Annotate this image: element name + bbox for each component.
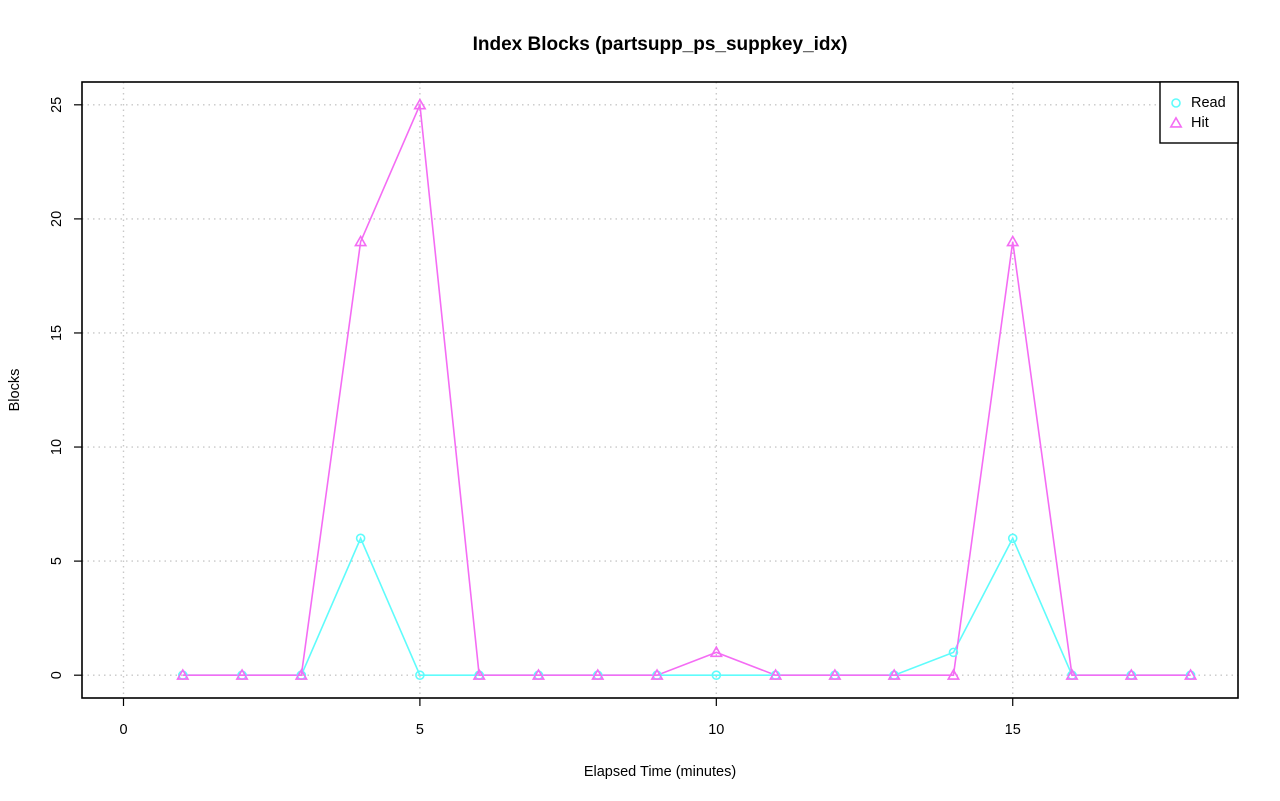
y-tick-label: 15 <box>49 325 65 341</box>
y-axis-label: Blocks <box>7 369 23 412</box>
y-tick-label: 0 <box>49 671 65 679</box>
series-line-read <box>182 536 1191 676</box>
data-point-read <box>948 647 959 658</box>
y-tick-label: 20 <box>49 211 65 227</box>
data-point-hit <box>709 645 723 658</box>
data-point-hit <box>828 668 842 680</box>
data-point-hit <box>354 234 368 247</box>
x-axis: 0 5 10 15 <box>119 698 1021 738</box>
data-point-hit <box>235 668 249 680</box>
data-point-hit <box>1124 668 1138 680</box>
data-point-read <box>355 533 366 544</box>
data-point-hit <box>946 668 961 680</box>
data-point-hit <box>1065 668 1079 680</box>
series-layer <box>182 101 1191 676</box>
data-point-hit <box>650 668 664 680</box>
data-point-hit <box>531 668 546 680</box>
legend-label-hit: Hit <box>1191 115 1209 131</box>
x-tick-label: 10 <box>708 722 724 738</box>
x-tick-label: 5 <box>416 722 424 738</box>
data-point-read <box>711 670 722 680</box>
x-tick-label: 15 <box>1005 722 1021 738</box>
y-tick-label: 10 <box>49 439 65 455</box>
grid <box>82 82 1238 698</box>
data-point-hit <box>413 98 427 110</box>
x-tick-label: 0 <box>119 722 127 738</box>
chart-title: Index Blocks (partsupp_ps_suppkey_idx) <box>473 34 848 55</box>
y-axis: 0 5 10 15 20 25 <box>49 97 82 679</box>
data-point-read <box>415 670 425 680</box>
legend: Read Hit <box>1159 81 1239 144</box>
data-point-hit <box>472 668 486 680</box>
legend-marker-hit <box>1169 116 1183 128</box>
data-point-hit <box>1006 234 1020 247</box>
data-point-hit <box>591 668 605 680</box>
y-tick-label: 5 <box>49 557 65 565</box>
data-point-hit <box>176 668 190 680</box>
data-point-hit <box>1183 668 1198 680</box>
data-point-hit <box>769 668 783 680</box>
x-axis-label: Elapsed Time (minutes) <box>584 764 736 780</box>
legend-marker-read <box>1171 98 1181 108</box>
marker-layer <box>176 98 1198 680</box>
plot-frame <box>81 81 1239 699</box>
data-point-read <box>1007 533 1018 544</box>
data-point-hit <box>887 668 901 680</box>
series-line-hit <box>182 101 1191 676</box>
legend-box <box>1159 81 1239 144</box>
legend-label-read: Read <box>1191 95 1226 111</box>
y-tick-label: 25 <box>49 97 65 113</box>
data-point-hit <box>294 668 308 680</box>
